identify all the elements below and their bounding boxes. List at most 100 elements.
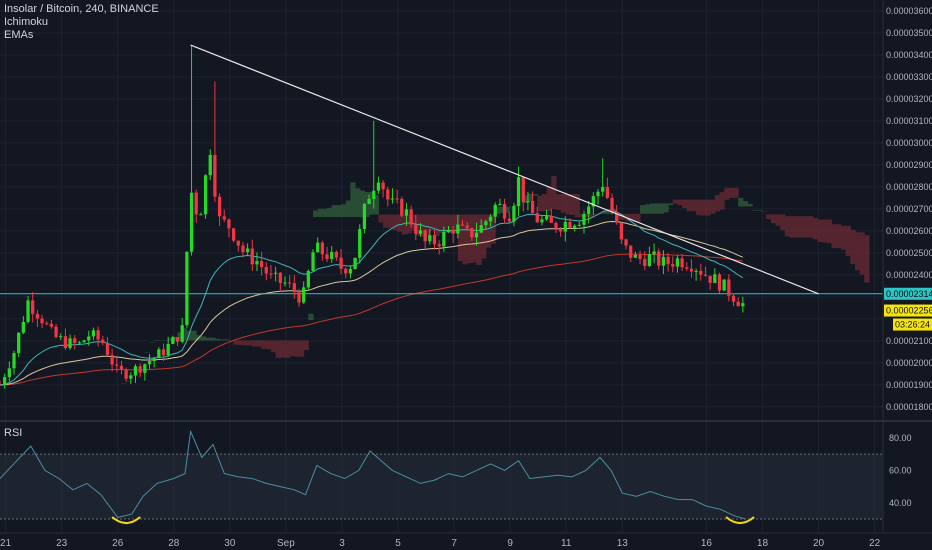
cloud-segment <box>513 204 520 207</box>
candle-body <box>68 338 72 348</box>
ema-fast-line <box>0 209 744 386</box>
cloud-segment <box>364 191 370 217</box>
cloud-segment <box>322 208 328 217</box>
cloud-segment <box>509 206 515 208</box>
candle-body <box>554 222 558 230</box>
candle-body <box>147 361 152 365</box>
candle-body <box>741 303 745 307</box>
support-price-label: 0.00002314 <box>886 289 932 299</box>
candle-body <box>0 384 2 386</box>
candle <box>587 200 591 224</box>
candle <box>404 203 409 226</box>
candle <box>147 354 152 369</box>
candle-body <box>727 279 731 296</box>
candle-body <box>255 261 259 265</box>
candle-body <box>12 353 16 369</box>
candle-body <box>699 270 703 275</box>
cloud-segment <box>331 205 337 217</box>
cloud-segment <box>770 214 777 224</box>
candle-body <box>432 235 437 245</box>
candle-body <box>189 192 194 252</box>
cloud-segment <box>696 199 702 216</box>
cloud-segment <box>210 337 216 341</box>
candle <box>35 309 40 327</box>
cloud-segment <box>574 194 580 218</box>
candle-body <box>638 254 642 259</box>
cloud-segment <box>415 214 421 236</box>
cloud-segment <box>341 204 347 217</box>
candle-body <box>222 216 226 220</box>
candle <box>680 253 684 271</box>
candle <box>217 193 222 227</box>
cloud-segment <box>808 216 814 238</box>
rsi-tick-label: 40.00 <box>889 498 912 508</box>
candle-body <box>498 203 502 205</box>
rsi-indicator-label[interactable]: RSI <box>4 427 23 439</box>
cloud-segment <box>630 213 636 222</box>
cloud-segment <box>724 187 730 200</box>
candle-body <box>143 364 147 373</box>
candle <box>110 348 114 372</box>
candle-body <box>171 337 175 344</box>
candle <box>512 202 516 227</box>
candle <box>194 189 198 223</box>
cloud-segment <box>457 214 464 262</box>
ichimoku-indicator-label[interactable]: Ichimoku <box>4 16 49 28</box>
cloud-segment <box>817 219 823 243</box>
candle <box>77 341 82 345</box>
candle <box>264 262 268 281</box>
cloud-segment <box>593 213 599 216</box>
candle <box>460 219 465 227</box>
emas-indicator-label[interactable]: EMAs <box>4 29 34 41</box>
time-tick-label: 16 <box>701 538 713 549</box>
cloud-segment <box>840 225 847 250</box>
candle-body <box>166 343 170 356</box>
candle-body <box>610 197 614 213</box>
candle <box>535 206 539 223</box>
cloud-segment <box>214 338 221 341</box>
candle <box>199 212 203 216</box>
candle <box>671 256 675 273</box>
cloud-segment <box>747 203 753 207</box>
candle-body <box>302 287 306 303</box>
cloud-segment <box>429 214 435 231</box>
ema-slow-line <box>0 253 743 386</box>
candle <box>470 227 474 241</box>
candle-body <box>558 229 563 232</box>
candle-body <box>657 251 661 266</box>
candle <box>288 275 292 288</box>
symbol-title[interactable]: Insolar / Bitcoin, 240, BINANCE <box>4 3 159 15</box>
candle <box>703 266 708 277</box>
cloud-segment <box>289 340 295 357</box>
cloud-segment <box>705 199 711 216</box>
cloud-segment <box>850 229 856 264</box>
candle <box>456 214 460 239</box>
candle-body <box>87 336 91 341</box>
cloud-segment <box>481 214 487 259</box>
cloud-segment <box>149 342 155 343</box>
candle <box>657 248 661 270</box>
candle <box>451 225 455 244</box>
cloud-segment <box>345 200 351 217</box>
candle-body <box>596 191 600 197</box>
price-tick-label: 0.00003600 <box>886 6 932 16</box>
candle <box>0 380 2 386</box>
candle-body <box>245 248 250 253</box>
candle-body <box>213 155 217 197</box>
cloud-segment <box>443 214 450 234</box>
candle-body <box>129 375 133 379</box>
candle <box>409 205 413 228</box>
candle-body <box>400 198 404 216</box>
candle-body <box>418 230 423 234</box>
candle <box>596 188 600 205</box>
candle-body <box>573 225 577 229</box>
candle-body <box>582 213 586 225</box>
cloud-segment <box>761 211 767 212</box>
cloud-segment <box>299 340 305 357</box>
cloud-segment <box>710 199 716 214</box>
candle-body <box>49 323 54 327</box>
candle <box>446 225 451 233</box>
candle-body <box>587 206 591 214</box>
rsi-tick-label: 60.00 <box>889 465 912 475</box>
